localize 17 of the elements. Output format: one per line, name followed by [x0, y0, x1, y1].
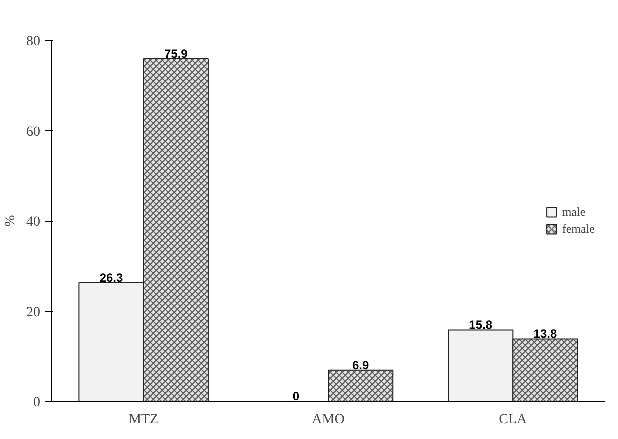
y-tick-label: 80 [26, 34, 40, 50]
y-tick-label: 20 [26, 305, 40, 320]
data-label: 0 [292, 390, 300, 404]
y-axis-title: % [4, 214, 18, 227]
y-tick-label: 60 [26, 124, 40, 140]
data-label: 15.8 [469, 318, 493, 332]
x-tick-label: AMO [312, 412, 345, 428]
data-label: 13.8 [534, 327, 558, 342]
data-label: 75.9 [164, 47, 188, 61]
x-tick-label: CLA [499, 412, 528, 428]
y-tick-label: 0 [34, 396, 40, 410]
data-label: 6.9 [352, 358, 370, 372]
data-label: 26.3 [100, 270, 124, 285]
legend-label: male [562, 204, 586, 220]
legend-label: female [562, 222, 595, 236]
x-tick-label: MTZ [129, 412, 159, 428]
y-tick-label: 40 [26, 215, 40, 230]
